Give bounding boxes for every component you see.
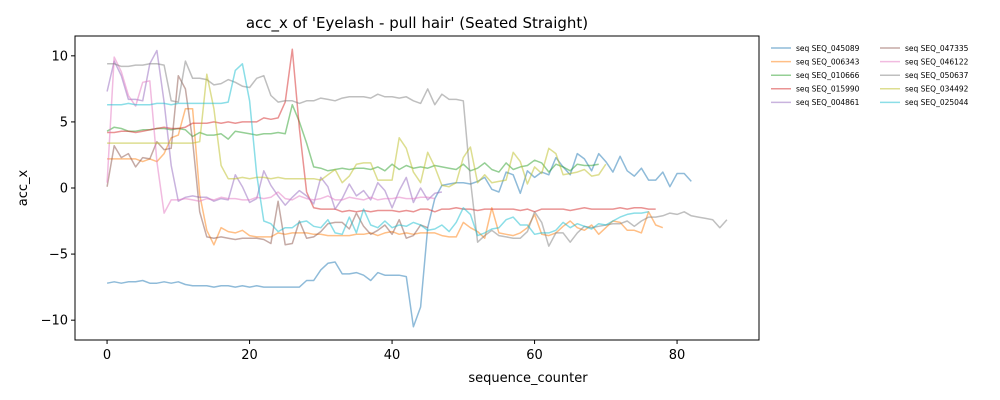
series-line-6 bbox=[106, 74, 428, 246]
x-axis: 0 20 40 60 80 bbox=[103, 340, 685, 363]
x-tick-label: 40 bbox=[384, 348, 401, 363]
y-axis: −10 −5 0 5 10 bbox=[41, 49, 75, 329]
series-line-9 bbox=[107, 73, 607, 188]
legend-label: seq SEQ_025044 bbox=[905, 98, 969, 107]
legend-label: seq SEQ_050637 bbox=[905, 71, 969, 80]
series-line-4 bbox=[107, 48, 656, 213]
x-tick-label: 80 bbox=[669, 348, 686, 363]
y-tick-label: −10 bbox=[41, 314, 68, 329]
x-tick-label: 60 bbox=[526, 348, 543, 363]
series-line-3 bbox=[106, 103, 599, 173]
legend-label: seq SEQ_034492 bbox=[905, 85, 969, 94]
x-tick-label: 20 bbox=[241, 348, 258, 363]
y-axis-label: acc_x bbox=[16, 169, 31, 206]
series-line-8 bbox=[107, 60, 728, 247]
legend-label: seq SEQ_006343 bbox=[796, 57, 860, 66]
x-tick-label: 0 bbox=[103, 348, 111, 363]
series-line-2 bbox=[107, 107, 664, 246]
legend-label: seq SEQ_047335 bbox=[905, 44, 969, 53]
series-line-10 bbox=[107, 63, 649, 237]
y-tick-label: 10 bbox=[51, 49, 68, 64]
legend-label: seq SEQ_004861 bbox=[796, 98, 860, 107]
series-line-5 bbox=[106, 49, 443, 210]
series-layer bbox=[106, 48, 728, 328]
legend-label: seq SEQ_046122 bbox=[905, 57, 969, 66]
y-tick-label: 0 bbox=[60, 182, 68, 197]
chart-title: acc_x of 'Eyelash - pull hair' (Seated S… bbox=[246, 14, 588, 33]
legend-label: seq SEQ_010666 bbox=[796, 71, 860, 80]
series-line-7 bbox=[106, 56, 435, 214]
x-axis-label: sequence_counter bbox=[468, 371, 588, 386]
y-tick-label: −5 bbox=[49, 248, 68, 263]
series-line-1 bbox=[106, 152, 692, 328]
y-tick-label: 5 bbox=[60, 115, 68, 130]
legend-label: seq SEQ_015990 bbox=[796, 85, 860, 94]
legend-label: seq SEQ_045089 bbox=[796, 44, 860, 53]
